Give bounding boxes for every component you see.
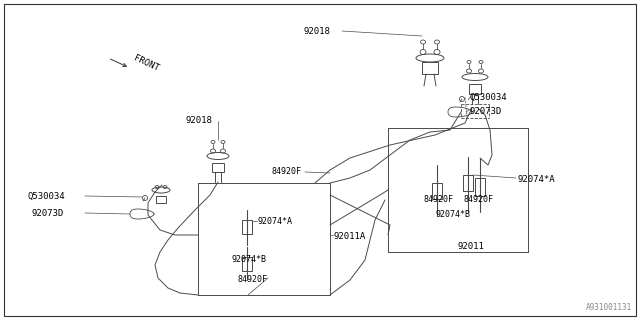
Text: 92074*B: 92074*B bbox=[436, 210, 471, 219]
Text: 92018: 92018 bbox=[185, 116, 212, 125]
Text: 92018: 92018 bbox=[304, 27, 331, 36]
Bar bbox=[422, 62, 438, 74]
Text: 92074*A: 92074*A bbox=[517, 175, 555, 184]
Text: 92074*B: 92074*B bbox=[232, 255, 267, 264]
Text: 84920F: 84920F bbox=[424, 195, 454, 204]
Bar bbox=[432, 183, 442, 199]
Text: Q530034: Q530034 bbox=[28, 192, 66, 201]
Bar bbox=[463, 175, 473, 191]
Text: 92074*A: 92074*A bbox=[258, 217, 293, 226]
Bar bbox=[475, 178, 485, 196]
Bar bbox=[242, 220, 252, 234]
Text: 92073D: 92073D bbox=[470, 107, 502, 116]
Bar bbox=[242, 257, 252, 271]
Text: 84920F: 84920F bbox=[463, 195, 493, 204]
Text: 84920F: 84920F bbox=[238, 275, 268, 284]
Text: 92011A: 92011A bbox=[334, 232, 366, 241]
Text: 84920F: 84920F bbox=[272, 167, 302, 176]
Text: FRONT: FRONT bbox=[132, 53, 160, 73]
Bar bbox=[212, 163, 224, 172]
Text: 92073D: 92073D bbox=[32, 209, 64, 218]
Text: 92011: 92011 bbox=[457, 242, 484, 251]
Bar bbox=[156, 196, 166, 203]
Text: Q530034: Q530034 bbox=[470, 93, 508, 102]
Bar bbox=[469, 84, 481, 94]
Text: A931001131: A931001131 bbox=[586, 303, 632, 312]
